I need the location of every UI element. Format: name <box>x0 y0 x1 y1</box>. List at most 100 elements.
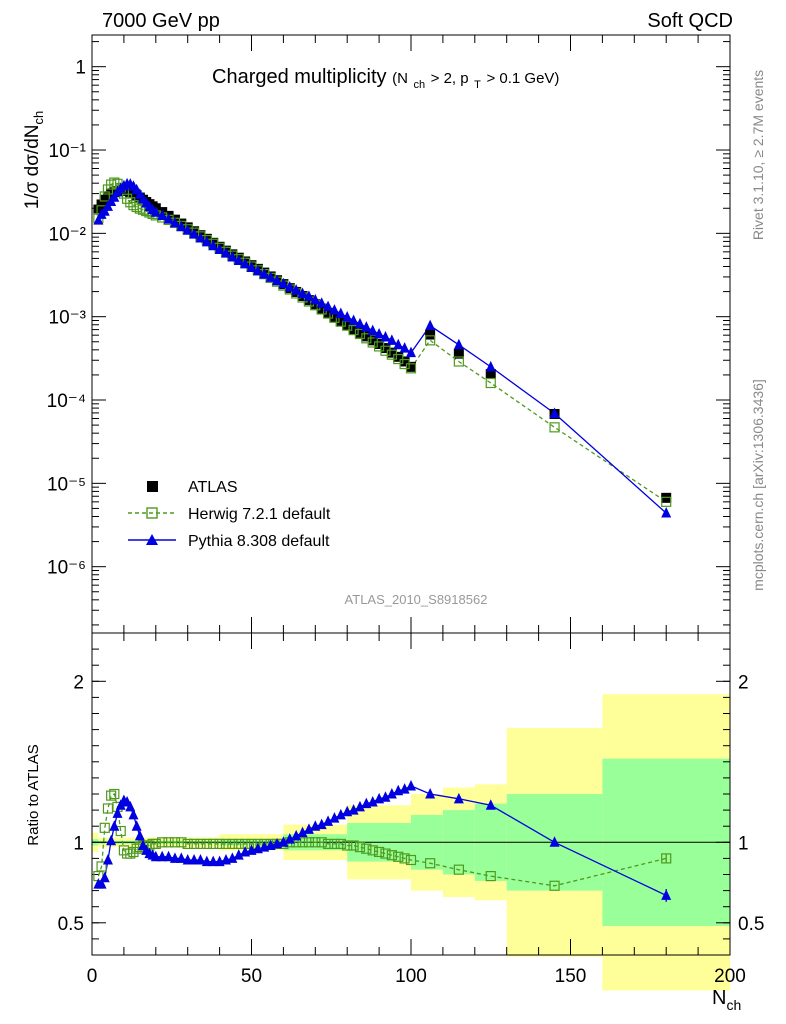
ratio-pythia-point <box>201 855 212 867</box>
ratio-herwig-point <box>386 850 397 861</box>
pythia-point <box>227 251 238 262</box>
pythia-point <box>661 507 672 518</box>
pythia-point <box>323 300 334 312</box>
top-ytick-label-5: 10⁻¹ <box>49 141 87 162</box>
legend-herwig-label: Herwig 7.2.1 default <box>188 506 331 523</box>
ratio-herwig-point <box>195 838 206 850</box>
legend-atlas-label: ATLAS <box>188 479 238 496</box>
herwig-point <box>485 377 496 389</box>
pythia-point <box>240 257 251 269</box>
top-ytick-label-2: 10⁻⁴ <box>47 391 86 412</box>
top-ytick-label-4: 10⁻² <box>49 224 87 245</box>
pythia-point <box>297 287 308 298</box>
legend-herwig-marker <box>146 507 158 519</box>
mcplots-label: mcplots.cern.ch [arXiv:1306.3436] <box>750 379 766 591</box>
ratio-pythia-point <box>128 808 139 820</box>
bottom-ytick-label-right-0: 0.5 <box>738 914 764 935</box>
ratio-herwig-point <box>342 840 353 851</box>
chart-title: Charged multiplicity (N ch > 2, p T > 0.… <box>212 66 559 93</box>
pythia-point <box>291 284 302 295</box>
herwig-point <box>549 422 560 433</box>
atlas-point <box>342 320 353 331</box>
pythia-point <box>201 235 212 247</box>
ratio-herwig-point <box>374 846 385 858</box>
bottom-ytick-label-right-2: 2 <box>738 672 749 693</box>
herwig-point <box>453 356 464 367</box>
atlas-point <box>386 347 397 358</box>
ratio-herwig-point <box>163 837 174 848</box>
ratio-herwig-point <box>150 838 161 850</box>
ratio-pythia-point <box>348 804 359 815</box>
pythia-point <box>169 217 180 228</box>
pythia-point <box>374 327 385 339</box>
atlas-point <box>485 369 496 380</box>
x-tick-label-1: 50 <box>241 966 262 987</box>
top-ytick-label-6: 1 <box>75 58 86 79</box>
pythia-point <box>189 228 200 239</box>
pythia-point <box>342 311 353 322</box>
ratio-pythia-point <box>316 818 327 830</box>
ratio-pythia-point <box>367 796 378 807</box>
legend-atlas-marker <box>147 481 158 492</box>
ratio-herwig-point <box>227 838 238 850</box>
ratio-herwig-point <box>115 825 126 837</box>
ratio-herwig-point <box>201 838 212 850</box>
ratio-pythia-point <box>134 829 145 841</box>
ratio-pythia-point <box>131 820 142 831</box>
pythia-point <box>265 271 276 282</box>
pythia-point <box>182 224 193 235</box>
x-axis-title: Nch <box>712 987 741 1013</box>
ratio-herwig-point <box>220 838 232 850</box>
ratio-pythia-point <box>303 823 314 834</box>
atlas-point <box>354 327 365 338</box>
bottom-ytick-label-left-0: 0.5 <box>58 914 84 935</box>
pythia-point <box>316 297 327 308</box>
herwig-point <box>109 177 120 188</box>
bottom-ytick-label-left-1: 1 <box>73 833 84 854</box>
pythia-point <box>361 321 372 332</box>
x-tick-label-3: 150 <box>555 966 587 987</box>
ratio-herwig-point <box>169 837 181 848</box>
ratio-pythia-point <box>163 850 174 862</box>
pythia-point <box>259 268 270 279</box>
pythia-point <box>348 314 359 325</box>
ratio-pythia-point <box>102 854 113 865</box>
header-energy-label: 7000 GeV pp <box>102 10 220 32</box>
ratio-pythia-point <box>182 854 193 865</box>
ratio-herwig-point <box>549 880 560 891</box>
ratio-herwig-point <box>316 837 327 848</box>
herwig-point <box>121 193 133 204</box>
top-ytick-label-0: 10⁻⁶ <box>47 558 86 579</box>
atlas-point <box>425 329 436 340</box>
ratio-herwig-point <box>176 837 187 848</box>
ratio-herwig-point <box>453 864 464 875</box>
pythia-point <box>386 334 397 345</box>
ratio-herwig-point <box>96 861 107 872</box>
ratio-pythia-point <box>284 833 295 844</box>
bottom-ytick-label-right-1: 1 <box>738 833 749 854</box>
ratio-pythia-point <box>406 779 416 791</box>
herwig-point <box>425 335 436 346</box>
pythia-point <box>367 324 378 336</box>
pythia-point <box>208 239 219 251</box>
pythia-point <box>303 290 314 301</box>
ratio-pythia-point <box>157 850 168 862</box>
atlas-point <box>399 356 410 367</box>
ratio-herwig-point <box>106 790 117 801</box>
pythia-point <box>393 338 404 350</box>
pythia-point <box>310 293 321 305</box>
herwig-point <box>99 191 110 202</box>
pythia-point <box>252 264 263 276</box>
pythia-point <box>157 209 168 220</box>
top-ytick-label-1: 10⁻⁵ <box>47 474 86 495</box>
top-ytick-label-3: 10⁻³ <box>49 308 87 329</box>
ratio-pythia-point <box>169 852 180 863</box>
legend-pythia-marker <box>146 534 158 545</box>
pythia-point <box>163 213 174 224</box>
bottom-panel-series <box>93 779 672 902</box>
atlas-point <box>335 316 346 327</box>
ratio-pythia-point <box>106 834 117 846</box>
pythia-point <box>233 254 244 266</box>
pythia-point <box>176 220 187 232</box>
